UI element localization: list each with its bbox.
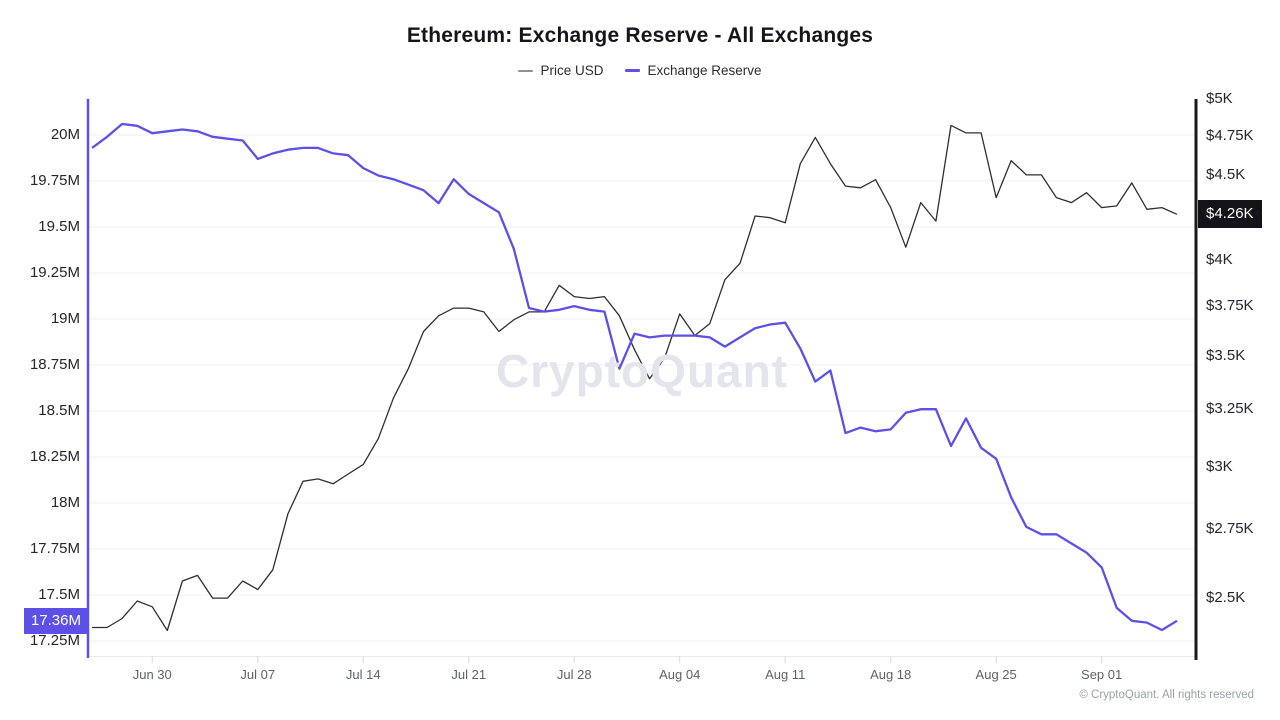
right-axis-tick-label: $4.5K	[1206, 165, 1246, 183]
left-axis-tick-label: 18.5M	[38, 402, 80, 419]
price-line	[92, 124, 1178, 632]
legend-item-reserve[interactable]: Exchange Reserve	[625, 63, 762, 78]
x-axis-tick-label: Jul 21	[451, 667, 487, 682]
right-axis-tick-label: $2.5K	[1206, 589, 1246, 607]
left-axis-tick-label: 20M	[50, 126, 80, 143]
right-axis-tick-label: $4K	[1206, 250, 1233, 268]
x-axis-tick-label: Aug 25	[975, 667, 1017, 682]
left-axis-tick-label: 19M	[50, 310, 80, 327]
left-axis-tick-label: 19.5M	[38, 218, 80, 235]
right-axis-tick-label: $2.75K	[1206, 520, 1254, 538]
chart-legend: Price USD Exchange Reserve	[0, 63, 1280, 78]
x-axis-tick-label: Aug 04	[659, 667, 701, 682]
x-axis-tick-label: Jul 14	[345, 667, 381, 682]
left-axis-tick-label: 18.25M	[29, 448, 80, 465]
panel-collapse-caret-icon[interactable]: ‹	[1255, 203, 1261, 222]
x-axis-tick-label: Jun 30	[132, 667, 172, 682]
left-axis-tick-label: 17.25M	[29, 632, 80, 649]
x-axis-tick-label: Aug 18	[870, 667, 912, 682]
legend-item-price[interactable]: Price USD	[518, 63, 603, 78]
x-axis-tick-label: Sep 01	[1081, 667, 1123, 682]
price-line-swatch-icon	[518, 69, 534, 72]
x-axis-tick-label: Jul 07	[240, 667, 276, 682]
reserve-line-swatch-icon	[625, 69, 641, 72]
copyright-notice: © CryptoQuant. All rights reserved	[1079, 689, 1254, 701]
legend-label-price: Price USD	[540, 63, 604, 78]
reserve-line	[91, 122, 1178, 632]
left-axis-tick-label: 18.75M	[29, 356, 80, 373]
right-axis-tick-label: $3.5K	[1206, 346, 1246, 364]
left-axis-tick-label: 19.25M	[29, 264, 80, 281]
right-axis-tick-label: $3.25K	[1206, 400, 1254, 418]
chart-title: Ethereum: Exchange Reserve - All Exchang…	[406, 24, 874, 47]
right-axis-tick-label: $4.75K	[1206, 126, 1254, 144]
left-axis-tick-label: 18M	[50, 494, 80, 511]
left-axis-tick-label: 17.5M	[38, 586, 80, 603]
price-last-value-badge: $4.26K	[1198, 200, 1262, 229]
right-axis-tick-label: $5K	[1206, 90, 1233, 107]
right-axis-tick-label: $3K	[1206, 457, 1233, 475]
reserve-last-value-badge: 17.36M	[23, 607, 88, 634]
x-axis-tick-label: Jul 28	[556, 667, 592, 682]
legend-label-reserve: Exchange Reserve	[647, 63, 762, 78]
x-axis-tick-label: Aug 11	[765, 667, 806, 682]
left-axis-tick-label: 19.75M	[29, 172, 80, 189]
right-axis-tick-label: $3.75K	[1206, 297, 1254, 315]
left-axis-tick-label: 17.75M	[29, 540, 80, 557]
